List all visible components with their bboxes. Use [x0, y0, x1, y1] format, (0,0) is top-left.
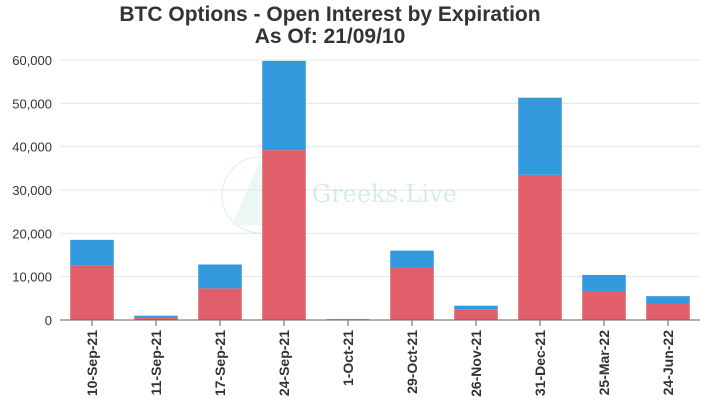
- bar-segment-2: [262, 60, 306, 151]
- y-tick-label: 60,000: [12, 53, 52, 68]
- bar-segment-1: [390, 267, 434, 320]
- chart-subtitle: As Of: 21/09/10: [254, 25, 406, 48]
- x-tick-label: 17-Sep-21: [212, 330, 228, 396]
- bar-segment-2: [518, 97, 562, 175]
- bar-segment-1: [198, 288, 242, 320]
- x-tick-label: 1-Oct-21: [340, 330, 356, 386]
- bar-segment-2: [582, 274, 626, 291]
- y-tick-label: 50,000: [12, 96, 52, 111]
- bar-segment-1: [262, 150, 306, 320]
- x-tick-label: 31-Dec-21: [532, 330, 548, 396]
- x-tick-label: 10-Sep-21: [84, 330, 100, 396]
- bar-segment-1: [582, 290, 626, 320]
- bars: [70, 60, 690, 320]
- bar-segment-1: [518, 174, 562, 320]
- y-tick-label: 30,000: [12, 183, 52, 198]
- bar-segment-2: [134, 315, 178, 317]
- bar-segment-1: [134, 316, 178, 320]
- bar-segment-1: [454, 309, 498, 320]
- watermark-text: Greeks.Live: [312, 180, 457, 208]
- x-tick-label: 24-Sep-21: [276, 330, 292, 396]
- bar-segment-2: [646, 296, 690, 304]
- bar-segment-1: [646, 303, 690, 320]
- y-axis-labels: 0 10,000 20,000 30,000 40,000 50,000 60,000: [12, 53, 52, 328]
- watermark-logo: Greeks.Live: [221, 156, 457, 234]
- bar-segment-2: [70, 239, 114, 266]
- bar-segment-1: [70, 265, 114, 320]
- chart-title: BTC Options - Open Interest by Expiratio…: [119, 3, 541, 26]
- y-tick-label: 10,000: [12, 270, 52, 285]
- x-tick-label: 11-Sep-21: [148, 330, 164, 396]
- x-tick-label: 29-Oct-21: [404, 330, 420, 394]
- bar-segment-2: [198, 264, 242, 289]
- x-tick-label: 26-Nov-21: [468, 330, 484, 397]
- x-tick-label: 24-Jun-22: [660, 330, 676, 396]
- y-tick-label: 40,000: [12, 140, 52, 155]
- x-tick-label: 25-Mar-22: [596, 330, 612, 396]
- x-axis-labels: 10-Sep-21 11-Sep-21 17-Sep-21 24-Sep-21 1-Oc…: [84, 320, 676, 397]
- y-tick-label: 20,000: [12, 226, 52, 241]
- gridlines: [60, 59, 700, 278]
- bar-segment-2: [390, 250, 434, 268]
- y-tick-label: 0: [45, 313, 52, 328]
- bar-segment-2: [454, 305, 498, 310]
